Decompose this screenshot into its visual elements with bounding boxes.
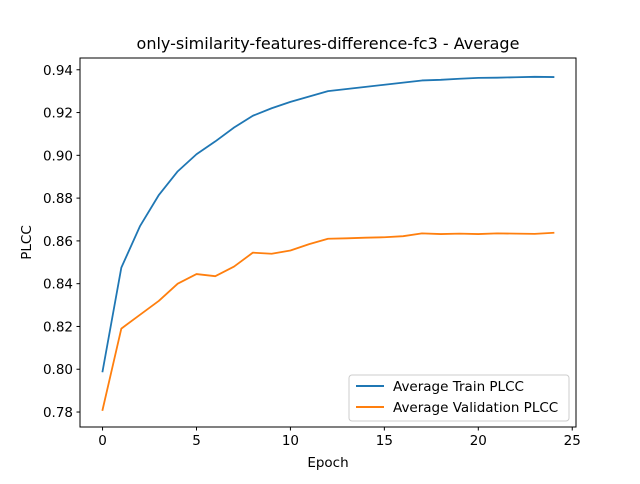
y-tick-label: 0.88 (43, 191, 73, 207)
x-tick-label: 15 (376, 433, 393, 449)
x-tick-label: 0 (98, 433, 107, 449)
y-axis-label: PLCC (19, 225, 35, 260)
validation-series-line (101, 231, 555, 411)
chart-title: only-similarity-features-difference-fc3 … (137, 34, 520, 53)
legend-label-train: Average Train PLCC (393, 379, 524, 395)
legend-box (348, 374, 570, 422)
x-tick-label: 20 (470, 433, 487, 449)
y-tick-label: 0.82 (43, 319, 73, 335)
train-series-line (101, 75, 555, 373)
y-axis-ticks: 0.78 0.80 0.82 0.84 0.86 0.88 0.90 0.92 0.94 (43, 63, 80, 421)
y-tick-label: 0.94 (43, 63, 73, 79)
legend-label-validation: Average Validation PLCC (393, 400, 558, 416)
x-axis-label: Epoch (307, 455, 348, 471)
x-tick-label: 10 (282, 433, 299, 449)
plot-area (79, 57, 577, 428)
y-tick-label: 0.80 (43, 362, 73, 378)
legend: Average Train PLCC Average Validation PL… (348, 374, 570, 422)
series-layer (101, 75, 555, 411)
y-tick-label: 0.84 (43, 277, 73, 293)
x-axis-ticks: 0 5 10 15 20 25 (98, 427, 581, 449)
y-tick-label: 0.90 (43, 148, 73, 164)
x-tick-label: 25 (564, 433, 581, 449)
y-tick-label: 0.78 (43, 405, 73, 421)
y-tick-label: 0.92 (43, 106, 73, 122)
y-tick-label: 0.86 (43, 234, 73, 250)
x-tick-label: 5 (192, 433, 201, 449)
